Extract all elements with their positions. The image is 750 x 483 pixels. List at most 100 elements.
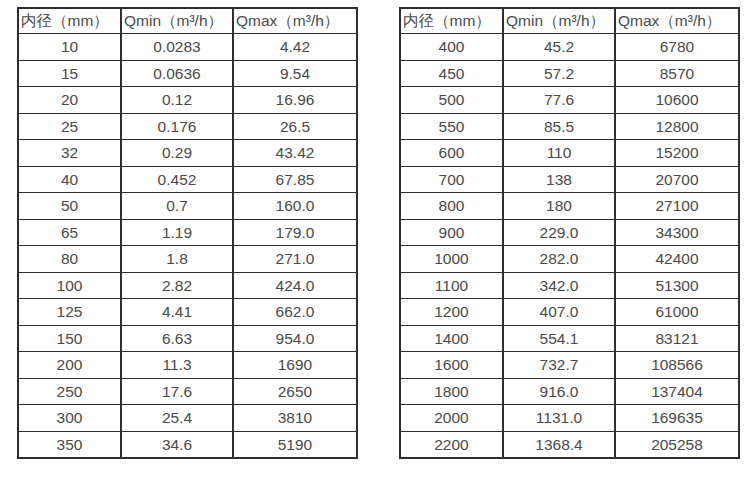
- table-row: 651.19179.0: [18, 219, 357, 246]
- table-cell: 2000: [400, 405, 503, 432]
- table-cell: 160.0: [233, 193, 357, 220]
- table-cell: 138: [503, 166, 615, 193]
- table-cell: 400: [400, 34, 503, 61]
- table-row: 100.02834.42: [18, 34, 357, 61]
- table-cell: 1200: [400, 299, 503, 326]
- table-row: 1100342.051300: [400, 272, 739, 299]
- column-header-qmax: Qmax（m³/h）: [233, 8, 357, 34]
- table-row: 35034.65190: [18, 431, 357, 458]
- table-row: 1600732.7108566: [400, 352, 739, 379]
- table-cell: 80: [18, 246, 121, 273]
- table-cell: 200: [18, 352, 121, 379]
- table-cell: 40: [18, 166, 121, 193]
- table-cell: 17.6: [121, 378, 233, 405]
- table-cell: 1600: [400, 352, 503, 379]
- flow-spec-tables-container: 内径（mm） Qmin（m³/h） Qmax（m³/h） 100.02834.4…: [0, 0, 750, 459]
- table-cell: 6.63: [121, 325, 233, 352]
- table-row: 1800916.0137404: [400, 378, 739, 405]
- table-row: 250.17626.5: [18, 113, 357, 140]
- column-header-diameter: 内径（mm）: [400, 8, 503, 34]
- table-cell: 85.5: [503, 113, 615, 140]
- table-cell: 662.0: [233, 299, 357, 326]
- table-row: 1400554.183121: [400, 325, 739, 352]
- table-cell: 25.4: [121, 405, 233, 432]
- table-row: 22001368.4205258: [400, 431, 739, 458]
- table-cell: 300: [18, 405, 121, 432]
- table-row: 320.2943.42: [18, 140, 357, 167]
- table-cell: 65: [18, 219, 121, 246]
- table-cell: 407.0: [503, 299, 615, 326]
- table-row: 1506.63954.0: [18, 325, 357, 352]
- table-cell: 3810: [233, 405, 357, 432]
- table-cell: 51300: [615, 272, 739, 299]
- table-cell: 110: [503, 140, 615, 167]
- table-row: 55085.512800: [400, 113, 739, 140]
- table-body: 100.02834.42150.06369.54200.1216.96250.1…: [18, 34, 357, 459]
- table-row: 900229.034300: [400, 219, 739, 246]
- table-cell: 550: [400, 113, 503, 140]
- spec-table-right: 内径（mm） Qmin（m³/h） Qmax（m³/h） 40045.26780…: [399, 7, 740, 459]
- table-cell: 0.7: [121, 193, 233, 220]
- table-cell: 10600: [615, 87, 739, 114]
- column-header-qmax: Qmax（m³/h）: [615, 8, 739, 34]
- table-cell: 137404: [615, 378, 739, 405]
- table-row: 1000282.042400: [400, 246, 739, 273]
- table-row: 801.8271.0: [18, 246, 357, 273]
- table-cell: 1690: [233, 352, 357, 379]
- table-row: 70013820700: [400, 166, 739, 193]
- table-cell: 8570: [615, 60, 739, 87]
- table-cell: 500: [400, 87, 503, 114]
- table-cell: 4.42: [233, 34, 357, 61]
- table-cell: 900: [400, 219, 503, 246]
- table-cell: 43.42: [233, 140, 357, 167]
- table-cell: 2.82: [121, 272, 233, 299]
- column-header-diameter: 内径（mm）: [18, 8, 121, 34]
- table-cell: 2650: [233, 378, 357, 405]
- table-cell: 15: [18, 60, 121, 87]
- table-cell: 16.96: [233, 87, 357, 114]
- table-row: 25017.62650: [18, 378, 357, 405]
- table-cell: 1800: [400, 378, 503, 405]
- table-cell: 83121: [615, 325, 739, 352]
- table-row: 400.45267.85: [18, 166, 357, 193]
- table-cell: 350: [18, 431, 121, 458]
- table-cell: 700: [400, 166, 503, 193]
- table-cell: 282.0: [503, 246, 615, 273]
- table-body: 40045.2678045057.2857050077.61060055085.…: [400, 34, 739, 459]
- table-cell: 5190: [233, 431, 357, 458]
- table-cell: 0.12: [121, 87, 233, 114]
- table-cell: 4.41: [121, 299, 233, 326]
- table-cell: 600: [400, 140, 503, 167]
- table-cell: 732.7: [503, 352, 615, 379]
- table-cell: 20: [18, 87, 121, 114]
- table-cell: 0.0283: [121, 34, 233, 61]
- table-cell: 45.2: [503, 34, 615, 61]
- table-cell: 10: [18, 34, 121, 61]
- table-cell: 34300: [615, 219, 739, 246]
- table-row: 50077.610600: [400, 87, 739, 114]
- table-cell: 34.6: [121, 431, 233, 458]
- table-cell: 0.452: [121, 166, 233, 193]
- table-cell: 27100: [615, 193, 739, 220]
- table-cell: 1400: [400, 325, 503, 352]
- table-row: 20011.31690: [18, 352, 357, 379]
- table-cell: 32: [18, 140, 121, 167]
- table-cell: 342.0: [503, 272, 615, 299]
- table-cell: 1100: [400, 272, 503, 299]
- table-row: 1200407.061000: [400, 299, 739, 326]
- column-header-qmin: Qmin（m³/h）: [503, 8, 615, 34]
- table-cell: 125: [18, 299, 121, 326]
- table-cell: 1.8: [121, 246, 233, 273]
- table-cell: 169635: [615, 405, 739, 432]
- table-cell: 0.176: [121, 113, 233, 140]
- table-cell: 271.0: [233, 246, 357, 273]
- table-cell: 1000: [400, 246, 503, 273]
- table-cell: 42400: [615, 246, 739, 273]
- table-row: 60011015200: [400, 140, 739, 167]
- table-cell: 6780: [615, 34, 739, 61]
- table-row: 80018027100: [400, 193, 739, 220]
- table-cell: 0.0636: [121, 60, 233, 87]
- table-header-row: 内径（mm） Qmin（m³/h） Qmax（m³/h）: [400, 8, 739, 34]
- table-cell: 205258: [615, 431, 739, 458]
- table-row: 200.1216.96: [18, 87, 357, 114]
